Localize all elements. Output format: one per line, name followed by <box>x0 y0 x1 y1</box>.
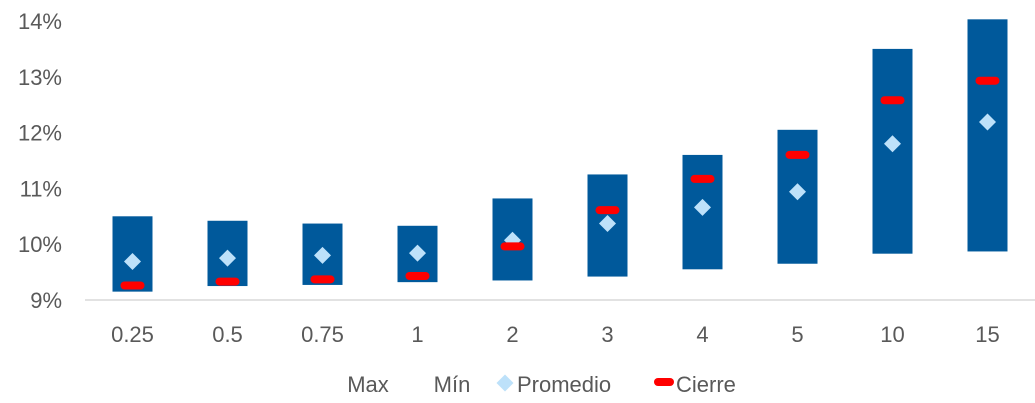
x-tick-label: 3 <box>601 322 613 347</box>
promedio-marker <box>409 244 426 262</box>
x-tick-label: 0.25 <box>111 322 154 347</box>
promedio-marker <box>314 246 331 264</box>
y-axis-ticks: 9% 10% 11% 12% 13% 14% <box>18 9 62 313</box>
x-tick-label: 0.75 <box>301 322 344 347</box>
promedio-marker <box>789 183 806 201</box>
x-tick-label: 4 <box>696 322 708 347</box>
markers <box>120 76 1000 290</box>
y-tick-label: 12% <box>18 121 62 146</box>
range-bar <box>967 19 1008 252</box>
x-tick-label: 1 <box>411 322 423 347</box>
x-tick-label: 2 <box>506 322 518 347</box>
range-bars <box>112 19 1008 292</box>
legend-cierre-marker <box>654 378 674 386</box>
cierre-marker <box>310 275 335 284</box>
legend-cierre-label: Cierre <box>676 372 736 397</box>
legend: Max Mín Promedio Cierre <box>347 372 736 397</box>
cierre-marker <box>595 206 620 215</box>
x-tick-label: 15 <box>975 322 999 347</box>
y-tick-label: 10% <box>18 232 62 257</box>
cierre-marker <box>880 96 905 105</box>
y-tick-label: 14% <box>18 9 62 34</box>
legend-max-label: Max <box>347 372 389 397</box>
legend-min-label: Mín <box>434 372 471 397</box>
promedio-marker <box>884 135 901 153</box>
cierre-marker <box>975 76 1000 85</box>
x-axis-ticks: 0.25 0.5 0.75 1 2 3 4 5 10 15 <box>111 322 1000 347</box>
cierre-marker <box>500 242 525 251</box>
legend-promedio-label: Promedio <box>517 372 611 397</box>
cierre-marker <box>405 272 430 281</box>
x-tick-label: 10 <box>880 322 904 347</box>
cierre-marker <box>690 174 715 183</box>
promedio-marker <box>124 252 141 270</box>
y-tick-label: 13% <box>18 65 62 90</box>
y-tick-label: 9% <box>30 288 62 313</box>
promedio-marker <box>979 113 996 131</box>
cierre-marker <box>215 277 240 286</box>
x-tick-label: 0.5 <box>212 322 243 347</box>
promedio-marker <box>599 215 616 233</box>
y-tick-label: 11% <box>20 176 62 201</box>
legend-promedio-marker <box>496 374 514 392</box>
x-tick-label: 5 <box>791 322 803 347</box>
promedio-marker <box>694 198 711 216</box>
promedio-marker <box>219 249 236 267</box>
cierre-marker <box>785 150 810 159</box>
cierre-marker <box>120 281 145 290</box>
